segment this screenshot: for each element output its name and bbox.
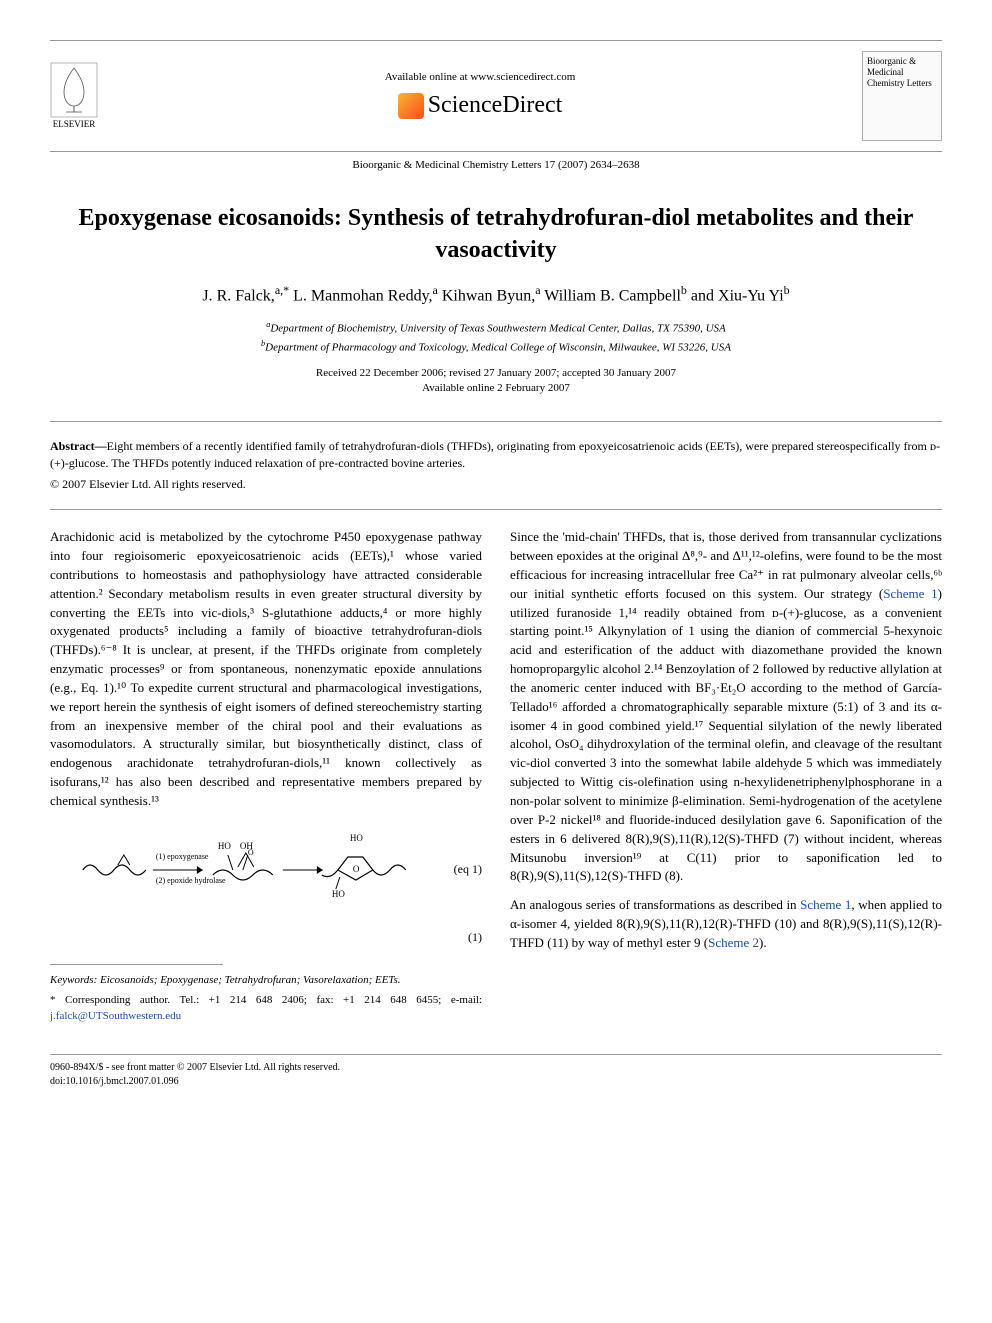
sciencedirect-logo: ScienceDirect (98, 89, 862, 123)
affiliation-a: aDepartment of Biochemistry, University … (50, 319, 942, 337)
column-left: Arachidonic acid is metabolized by the c… (50, 528, 482, 1024)
front-matter-text: 0960-894X/$ - see front matter © 2007 El… (50, 1061, 340, 1075)
page-footer: 0960-894X/$ - see front matter © 2007 El… (50, 1054, 942, 1089)
elsevier-tree-icon (50, 62, 98, 118)
separator-rule-2 (50, 509, 942, 510)
paragraph: Since the 'mid-chain' THFDs, that is, th… (510, 528, 942, 886)
journal-citation: Bioorganic & Medicinal Chemistry Letters… (50, 158, 942, 173)
keywords-label: Keywords: (50, 974, 97, 986)
affiliations: aDepartment of Biochemistry, University … (50, 319, 942, 355)
sciencedirect-icon (398, 93, 424, 119)
equation-1-svg: (1) epoxygenase (2) epoxide hydrolase HO… (50, 825, 446, 915)
svg-text:O: O (248, 848, 254, 857)
column-right: Since the 'mid-chain' THFDs, that is, th… (510, 528, 942, 1024)
affiliation-b: bDepartment of Pharmacology and Toxicolo… (50, 338, 942, 356)
footnote-rule (50, 964, 223, 965)
corr-star: * (50, 994, 65, 1006)
eq-step2-label: (2) epoxide hydrolase (156, 876, 226, 885)
sciencedirect-text: ScienceDirect (428, 89, 563, 123)
online-date: Available online 2 February 2007 (50, 381, 942, 396)
abstract: Abstract—Eight members of a recently ide… (50, 438, 942, 473)
corr-text: Corresponding author. Tel.: +1 214 648 2… (65, 994, 482, 1006)
doi-text: doi:10.1016/j.bmcl.2007.01.096 (50, 1075, 340, 1089)
equation-1-figure: (1) epoxygenase (2) epoxide hydrolase HO… (50, 825, 482, 915)
prod-ho-top: HO (350, 833, 363, 843)
diol-ho-top: HO (218, 841, 231, 851)
elsevier-logo: ELSEVIER (50, 62, 98, 131)
journal-cover-thumb: Bioorganic & Medicinal Chemistry Letters (862, 51, 942, 141)
abstract-copyright: © 2007 Elsevier Ltd. All rights reserved… (50, 476, 942, 493)
available-online-text: Available online at www.sciencedirect.co… (98, 70, 862, 85)
corresponding-author: * Corresponding author. Tel.: +1 214 648… (50, 993, 482, 1024)
front-matter-notice: 0960-894X/$ - see front matter © 2007 El… (50, 1061, 340, 1089)
paragraph: An analogous series of transformations a… (510, 896, 942, 953)
abstract-label: Abstract— (50, 439, 107, 453)
equation-number: (1) (50, 929, 482, 946)
keywords-line: Keywords: Eicosanoids; Epoxygenase; Tetr… (50, 973, 482, 989)
body-columns: Arachidonic acid is metabolized by the c… (50, 528, 942, 1024)
author-list: J. R. Falck,a,* L. Manmohan Reddy,a Kihw… (50, 282, 942, 308)
available-online-block: Available online at www.sciencedirect.co… (98, 70, 862, 123)
paragraph: Arachidonic acid is metabolized by the c… (50, 528, 482, 811)
elsevier-label: ELSEVIER (53, 118, 96, 131)
journal-header: ELSEVIER Available online at www.science… (50, 40, 942, 152)
prod-o: O (353, 864, 360, 874)
separator-rule (50, 421, 942, 422)
prod-ho-bot: HO (332, 889, 345, 899)
abstract-text: Eight members of a recently identified f… (50, 439, 940, 470)
article-title: Epoxygenase eicosanoids: Synthesis of te… (50, 203, 942, 265)
article-dates: Received 22 December 2006; revised 27 Ja… (50, 366, 942, 397)
received-date: Received 22 December 2006; revised 27 Ja… (50, 366, 942, 381)
eq-step1-label: (1) epoxygenase (156, 852, 209, 861)
corr-email-link[interactable]: j.falck@UTSouthwestern.edu (50, 1010, 181, 1022)
keywords-text: Eicosanoids; Epoxygenase; Tetrahydrofura… (97, 974, 400, 986)
equation-tag: (eq 1) (454, 861, 482, 878)
